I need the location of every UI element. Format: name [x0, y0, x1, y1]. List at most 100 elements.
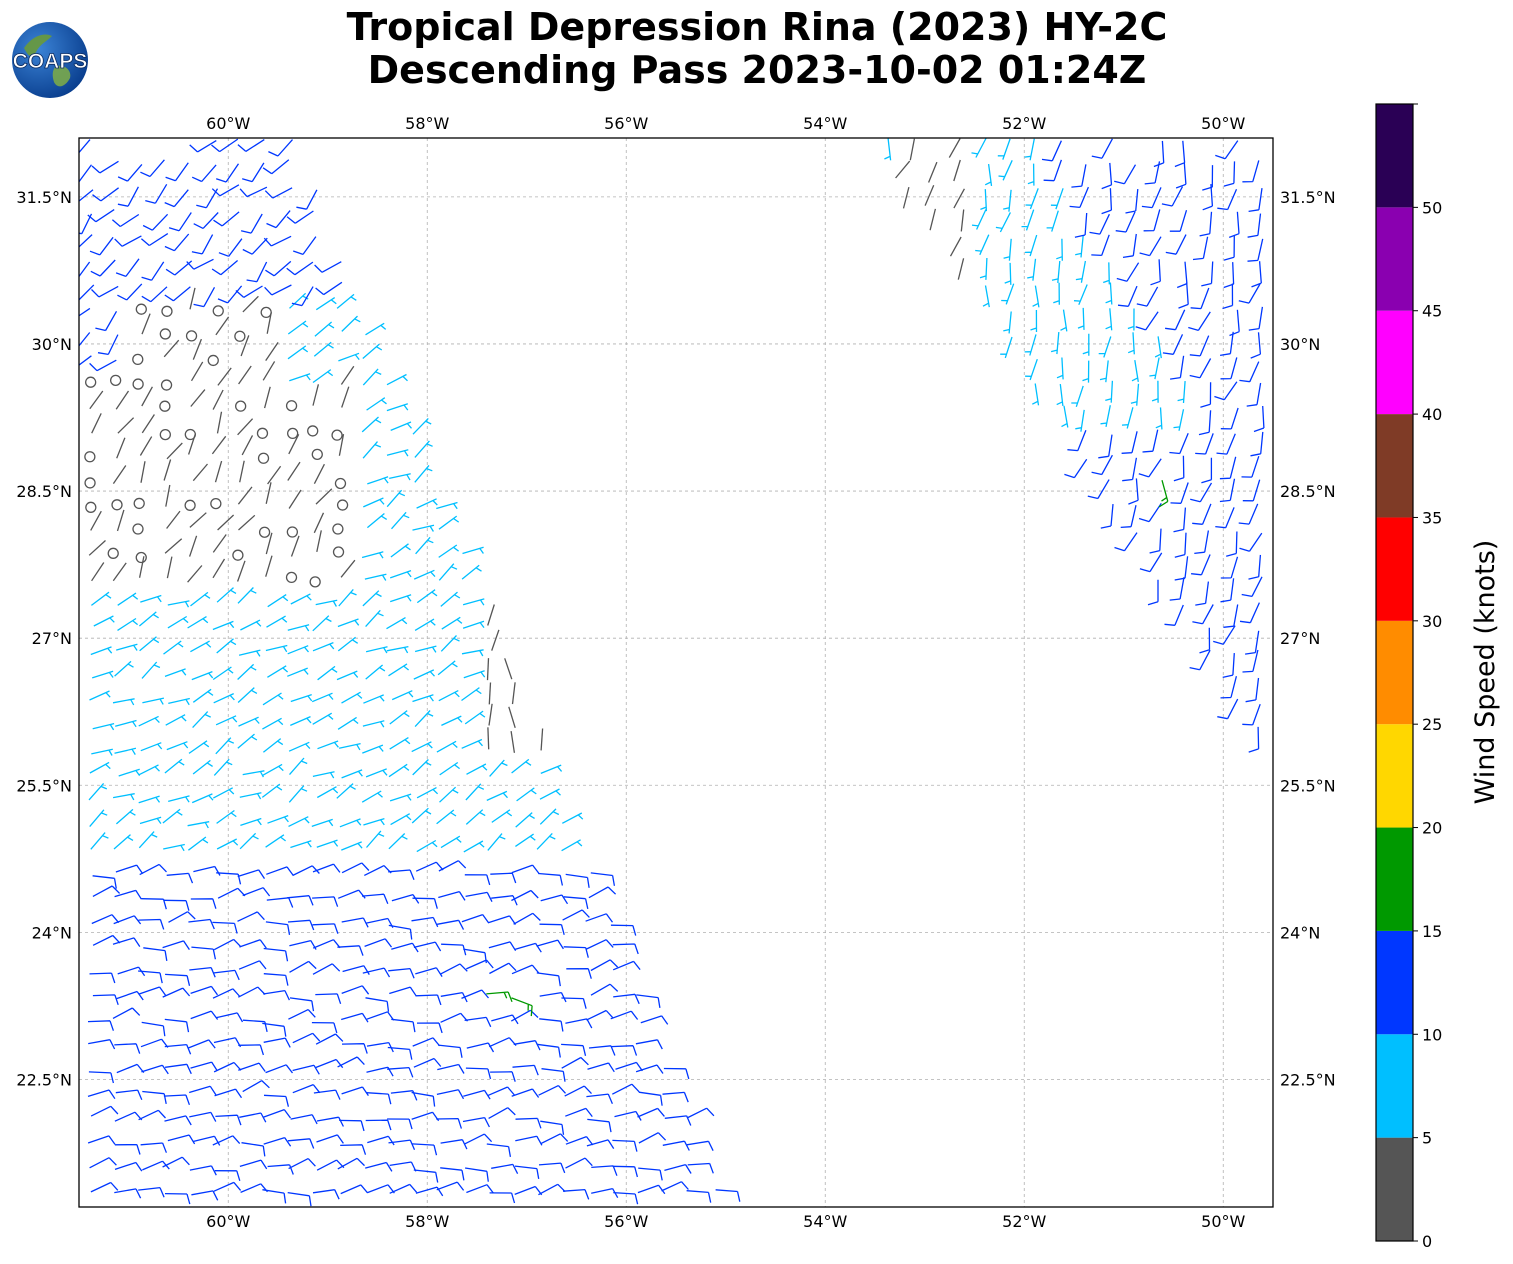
wind-barb: [511, 864, 540, 874]
y-tick-label-right: 25.5°N: [1280, 776, 1336, 795]
wind-barb: [1248, 188, 1263, 213]
wind-barb: [265, 532, 273, 555]
wind-barb: [436, 501, 458, 510]
wind-barb: [514, 1185, 543, 1196]
wind-barb: [163, 459, 172, 481]
wind-barb: [168, 212, 192, 232]
wind-barb: [1091, 454, 1113, 476]
wind-barb: [267, 1164, 294, 1175]
wind-barb: [510, 1009, 539, 1022]
colorbar-segment: [1376, 930, 1413, 1035]
wind-barb: [262, 692, 284, 706]
wind-calm-marker: [84, 451, 96, 463]
wind-barb: [909, 138, 916, 161]
wind-barb: [91, 748, 113, 756]
y-tick-label-left: 25.5°N: [16, 776, 72, 795]
wind-calm-marker: [185, 330, 198, 342]
wind-barb: [88, 1039, 116, 1050]
wind-barb: [586, 1093, 613, 1104]
wind-barb: [511, 1088, 540, 1098]
wind-barb: [1142, 429, 1159, 453]
wind-barb: [265, 482, 272, 504]
wind-calm-marker: [111, 499, 123, 511]
wind-barb: [438, 690, 460, 702]
wind-barb: [186, 258, 214, 270]
wind-barb: [1138, 458, 1162, 478]
wind-barb: [116, 437, 126, 459]
wind-barb: [290, 716, 312, 726]
wind-barb: [362, 720, 385, 728]
wind-barb: [341, 862, 370, 874]
wind-barb: [1219, 456, 1237, 480]
wind-barb: [312, 963, 341, 975]
wind-calm-marker: [132, 353, 144, 366]
wind-barb: [1091, 234, 1110, 257]
wind-barb: [242, 162, 265, 183]
wind-barb: [587, 1118, 612, 1133]
wind-barb: [238, 649, 261, 657]
wind-barb: [565, 1157, 593, 1169]
wind-barb: [462, 546, 484, 555]
wind-barb: [540, 1120, 565, 1135]
wind-barb: [614, 1110, 642, 1121]
wind-barb: [264, 187, 293, 199]
wind-barb: [1032, 383, 1040, 406]
wind-calm-marker: [232, 549, 244, 561]
wind-barb: [610, 924, 637, 936]
wind-barb: [1250, 431, 1264, 457]
wind-barb: [391, 1018, 416, 1033]
wind-barb: [188, 918, 215, 930]
wind-barb: [141, 313, 151, 335]
wind-barb: [439, 761, 460, 776]
wind-barb: [315, 281, 343, 296]
wind-barb: [292, 1032, 321, 1044]
map-frame: [78, 137, 1274, 1208]
wind-barb: [367, 476, 389, 485]
wind-calm-marker: [307, 425, 319, 437]
wind-barb: [465, 1167, 489, 1182]
wind-barb: [89, 1157, 117, 1169]
wind-barb: [164, 758, 185, 774]
wind-barb: [338, 433, 345, 456]
wind-barb: [412, 417, 432, 435]
wind-barb: [1061, 405, 1069, 428]
wind-barb: [139, 636, 160, 652]
wind-barb: [927, 161, 938, 183]
wind-calm-marker: [159, 328, 171, 340]
wind-barb: [1046, 210, 1059, 232]
wind-barb: [341, 769, 363, 779]
wind-barb: [215, 737, 235, 755]
wind-barb: [1162, 334, 1184, 355]
x-tick-label-bottom: 56°W: [604, 1212, 648, 1231]
wind-barb: [1105, 380, 1114, 403]
wind-barb: [1056, 238, 1063, 261]
wind-barb: [1202, 165, 1214, 191]
wind-barb: [117, 417, 135, 434]
wind-barb: [265, 260, 292, 277]
wind-barb: [539, 923, 565, 935]
wind-barb: [112, 698, 135, 706]
wind-barb: [363, 497, 385, 508]
wind-barb: [265, 1064, 294, 1074]
wind-barb: [613, 993, 640, 1005]
title-line-2: Descending Pass 2023-10-02 01:24Z: [367, 48, 1147, 92]
wind-barb: [238, 1062, 266, 1072]
wind-barb: [1082, 360, 1090, 383]
wind-barb: [164, 1018, 190, 1033]
wind-barb: [89, 972, 116, 984]
wind-barb: [438, 563, 458, 581]
colorbar-segment: [1376, 827, 1413, 931]
wind-barb: [164, 1115, 192, 1126]
wind-barb: [163, 339, 180, 358]
wind-barb: [261, 783, 283, 798]
wind-barb: [1219, 478, 1236, 503]
wind-barb: [141, 661, 161, 679]
wind-barb: [895, 160, 911, 179]
wind-barb: [462, 620, 485, 629]
wind-barb: [189, 1165, 217, 1176]
wind-barb: [979, 257, 988, 280]
wind-barb: [336, 293, 357, 309]
wind-barb: [288, 785, 308, 803]
wind-barb: [214, 1088, 243, 1099]
wind-barb: [116, 509, 125, 532]
